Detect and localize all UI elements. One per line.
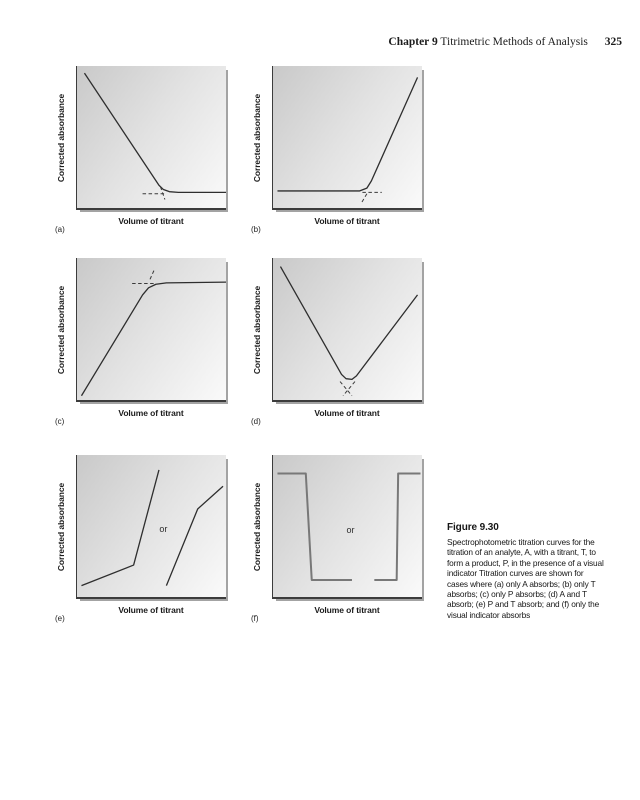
titration-curve-plot (273, 455, 422, 597)
caption-line: visual indicator absorbs (447, 609, 531, 620)
panel-label-e: (e) (55, 614, 65, 623)
y-axis-label: Corrected absorbance (56, 93, 66, 183)
x-axis-label: Volume of titrant (118, 216, 184, 226)
y-axis-label: Corrected absorbance (252, 93, 262, 183)
caption-line: form a product, P, in the presence of a … (447, 557, 604, 568)
page-number: 325 (604, 36, 622, 48)
caption-line: absorb; (e) P and T absorb; and (f) only… (447, 599, 600, 610)
caption-line: cases where (a) only A absorbs; (b) only… (447, 578, 596, 589)
plot-area (76, 258, 226, 402)
x-axis-label: Volume of titrant (314, 408, 380, 418)
titration-curve-plot (77, 66, 226, 208)
y-axis-label: Corrected absorbance (56, 482, 66, 572)
page-header: Chapter 9 Titrimetric Methods of Analysi… (388, 36, 622, 48)
x-axis-label: Volume of titrant (314, 605, 380, 615)
caption-line: absorbs; (c) only P absorbs; (d) A and T (447, 589, 587, 600)
caption-line: titration of an analyte, A, with a titra… (447, 547, 596, 558)
plot-area (76, 66, 226, 210)
panel-label-c: (c) (55, 417, 65, 426)
chapter-label: Chapter 9 (388, 36, 438, 48)
caption-line: Spectrophotometric titration curves for … (447, 537, 595, 547)
titration-curve-plot (77, 258, 226, 400)
caption-line: indicator Titration curves are shown for (447, 568, 584, 579)
panel-label-f: (f) (251, 614, 259, 623)
x-axis-label: Volume of titrant (118, 605, 184, 615)
or-label: or (346, 525, 355, 536)
titration-curve-plot (77, 455, 226, 597)
x-axis-label: Volume of titrant (314, 216, 380, 226)
plot-area: or (272, 455, 422, 599)
titration-curve-plot (273, 258, 422, 400)
plot-area (272, 258, 422, 402)
or-label: or (159, 523, 168, 534)
chapter-title: Titrimetric Methods of Analysis (440, 36, 588, 48)
y-axis-label: Corrected absorbance (252, 285, 262, 375)
figure-caption-text: Spectrophotometric titration curves for … (447, 537, 635, 620)
y-axis-label: Corrected absorbance (252, 482, 262, 572)
plot-area: or (76, 455, 226, 599)
plot-area (272, 66, 422, 210)
y-axis-label: Corrected absorbance (56, 285, 66, 375)
panel-label-d: (d) (251, 417, 261, 426)
titration-curve-plot (273, 66, 422, 208)
figure-caption: Figure 9.30 Spectrophotometric titration… (447, 522, 635, 620)
figure-caption-title: Figure 9.30 (447, 522, 499, 533)
x-axis-label: Volume of titrant (118, 408, 184, 418)
panel-label-b: (b) (251, 225, 261, 234)
panel-label-a: (a) (55, 225, 65, 234)
